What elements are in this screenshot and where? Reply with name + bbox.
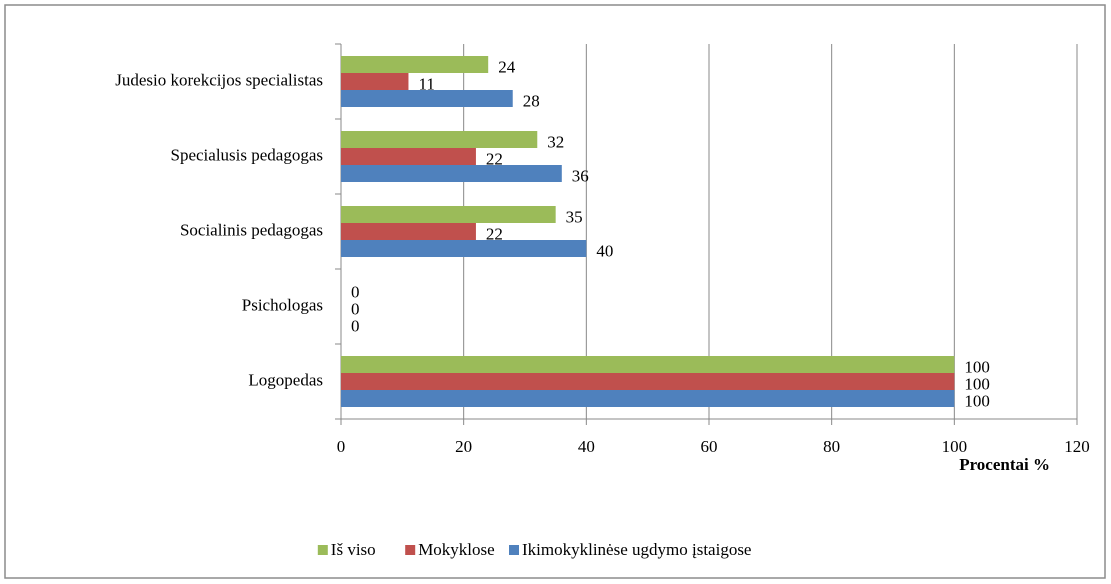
- x-tick-label: 60: [701, 437, 718, 456]
- data-label: 0: [351, 316, 360, 335]
- data-label: 100: [964, 357, 990, 376]
- data-label: 100: [964, 391, 990, 410]
- data-label: 22: [486, 149, 503, 168]
- x-tick-label: 0: [337, 437, 346, 456]
- data-label: 22: [486, 224, 503, 243]
- data-label: 11: [418, 74, 434, 93]
- data-label: 0: [351, 282, 360, 301]
- y-tick-label: Specialusis pedagogas: [171, 145, 324, 164]
- bar: [341, 148, 476, 165]
- legend-swatch: [317, 545, 328, 555]
- y-tick-label: Psichologas: [242, 295, 323, 314]
- bar: [341, 356, 955, 373]
- bar: [341, 240, 587, 257]
- bar: [341, 223, 476, 240]
- bar: [341, 73, 409, 90]
- x-tick-label: 100: [942, 437, 968, 456]
- bar: [341, 131, 538, 148]
- data-label: 32: [547, 132, 564, 151]
- x-axis-label: Procentai %: [959, 455, 1050, 474]
- bar: [341, 56, 489, 73]
- data-label: 24: [498, 57, 516, 76]
- y-tick-label: Logopedas: [248, 370, 323, 389]
- bar: [341, 206, 556, 223]
- bar: [341, 165, 562, 182]
- x-tick-label: 20: [455, 437, 472, 456]
- data-label: 28: [523, 91, 540, 110]
- data-label: 40: [596, 241, 613, 260]
- chart-border: [4, 4, 1106, 579]
- data-label: 0: [351, 299, 360, 318]
- x-tick-label: 80: [823, 437, 840, 456]
- legend-swatch: [509, 545, 519, 555]
- y-tick-label: Socialinis pedagogas: [180, 220, 323, 239]
- x-tick-label: 40: [578, 437, 595, 456]
- legend-label: Mokyklose: [418, 540, 495, 559]
- legend-label: Ikimokyklinėse ugdymo įstaigose: [522, 540, 751, 559]
- data-label: 36: [572, 166, 589, 185]
- bar: [341, 390, 955, 407]
- data-label: 35: [566, 207, 583, 226]
- data-label: 100: [964, 374, 990, 393]
- x-tick-label: 120: [1064, 437, 1090, 456]
- legend-label: Iš viso: [331, 540, 376, 559]
- bar: [341, 90, 513, 107]
- legend-swatch: [405, 545, 416, 555]
- y-tick-label: Judesio korekcijos specialistas: [115, 70, 323, 89]
- bar: [341, 373, 955, 390]
